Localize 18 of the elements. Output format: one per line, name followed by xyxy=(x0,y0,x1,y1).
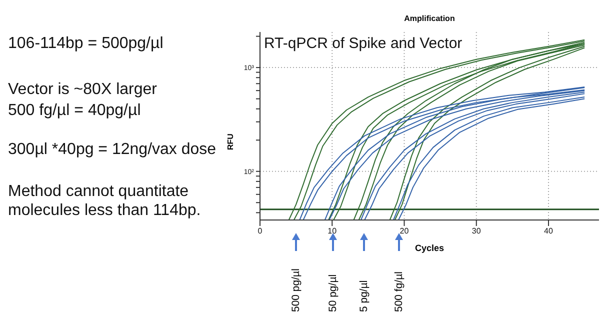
text: 50 pg/µl xyxy=(327,274,339,312)
x-tick-label: 40 xyxy=(544,226,554,236)
x-tick-label: 0 xyxy=(258,226,263,236)
text: 5 pg/µl xyxy=(358,280,370,312)
x-tick-label: 10 xyxy=(328,226,338,236)
y-axis-title: RFU xyxy=(226,134,235,150)
x-axis-title: Cycles xyxy=(414,243,446,253)
text: 500 fg/µl = 40pg/µl xyxy=(8,101,142,120)
text: 500 fg/µl xyxy=(393,272,405,312)
text: 500 pg/µl xyxy=(290,268,302,312)
x-tick-label: 20 xyxy=(400,226,410,236)
text: Method cannot quantitate molecules less than 114bp. xyxy=(8,182,202,220)
text: 300µl *40pg = 12ng/vax dose xyxy=(8,141,216,158)
chart-title: Amplification xyxy=(403,14,456,23)
chart-subtitle: RT-qPCR of Spike and Vector xyxy=(264,35,462,52)
x-tick-label: 30 xyxy=(472,226,482,236)
text: 106-114bp = 500pg/µl xyxy=(8,34,164,53)
text: Vector is ~80X larger xyxy=(8,80,158,99)
